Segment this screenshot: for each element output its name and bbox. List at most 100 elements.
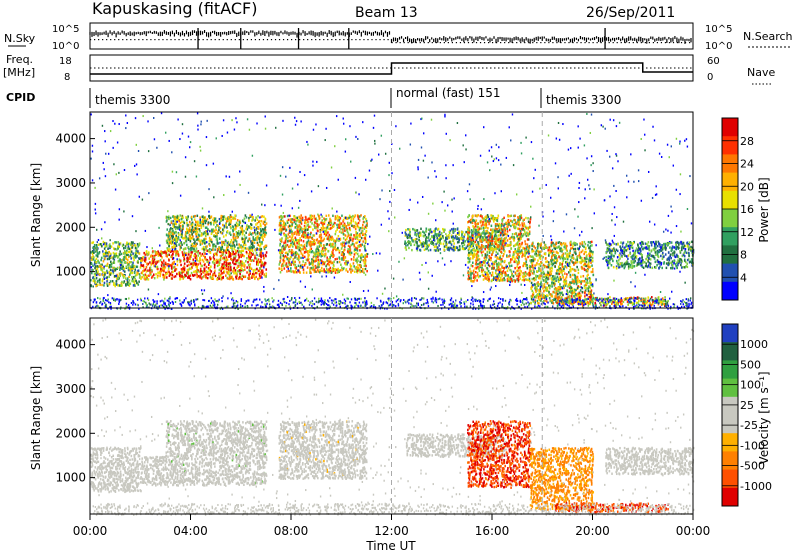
data-cell — [313, 242, 316, 246]
data-cell — [352, 262, 355, 265]
data-cell — [411, 239, 413, 242]
data-cell — [220, 269, 222, 273]
data-cell — [299, 250, 302, 253]
data-cell — [221, 263, 224, 266]
data-cell — [232, 216, 235, 220]
data-cell — [420, 241, 422, 245]
data-cell — [332, 223, 335, 226]
data-cell — [517, 217, 520, 220]
data-cell — [284, 254, 287, 258]
noise-search-mark — [664, 42, 667, 44]
data-cell — [283, 259, 286, 263]
data-cell — [257, 227, 260, 230]
noise-search-mark — [668, 42, 671, 44]
data-cell — [193, 245, 196, 248]
data-cell — [129, 253, 132, 256]
data-cell — [280, 267, 283, 271]
data-cell — [229, 275, 232, 279]
data-cell — [525, 246, 528, 249]
data-cell — [452, 227, 455, 231]
data-cell — [445, 236, 447, 240]
cpid-row: CPID themis 3300 normal (fast) 151 themi… — [6, 86, 621, 108]
data-cell — [487, 226, 489, 230]
data-cell — [349, 253, 352, 256]
data-cell — [475, 235, 478, 239]
data-cell — [172, 266, 175, 269]
data-cell — [135, 279, 137, 283]
data-cell — [409, 234, 411, 238]
data-cell — [497, 257, 500, 260]
data-cell — [213, 258, 216, 261]
data-cell — [161, 256, 163, 259]
cpid-segment-1: themis 3300 — [95, 93, 170, 107]
noise-search-mark — [315, 39, 317, 41]
data-cell — [126, 281, 129, 284]
data-cell — [218, 275, 220, 278]
data-cell — [240, 249, 243, 253]
data-cell — [440, 237, 442, 240]
data-cell — [230, 215, 232, 219]
data-cell — [438, 230, 441, 234]
data-cell — [340, 227, 342, 231]
data-cell — [170, 242, 173, 246]
data-cell — [322, 226, 325, 230]
data-cell — [349, 245, 351, 249]
data-cell — [100, 256, 103, 260]
data-cell — [512, 251, 515, 254]
data-cell — [354, 267, 357, 270]
data-cell — [194, 220, 197, 223]
data-cell — [128, 269, 130, 272]
noise-search-mark — [206, 39, 208, 41]
data-cell — [232, 250, 235, 254]
data-cell — [338, 221, 341, 224]
data-cell — [509, 268, 511, 272]
data-cell — [282, 259, 285, 262]
noise-search-mark — [391, 42, 393, 44]
data-cell — [518, 242, 521, 246]
data-cell — [212, 228, 215, 231]
data-cell — [191, 233, 194, 236]
data-cell — [465, 230, 467, 234]
data-cell — [194, 253, 196, 256]
data-cell — [526, 226, 529, 230]
data-cell — [231, 216, 234, 219]
data-cell — [328, 270, 330, 274]
data-cell — [91, 268, 93, 272]
data-cell — [325, 267, 328, 271]
data-cell — [131, 246, 134, 249]
data-cell — [232, 227, 235, 231]
data-cell — [526, 267, 529, 270]
data-cell — [307, 223, 310, 226]
data-cell — [419, 248, 421, 252]
data-cell — [93, 263, 96, 266]
data-cell — [328, 223, 330, 226]
data-cell — [485, 222, 488, 226]
data-cell — [434, 232, 437, 236]
data-cell — [140, 277, 142, 280]
data-cell — [430, 230, 432, 233]
data-cell — [119, 273, 121, 276]
data-cell — [485, 224, 488, 227]
data-cell — [250, 259, 253, 263]
noise-search-mark — [299, 39, 301, 41]
data-cell — [220, 265, 223, 269]
data-cell — [360, 254, 363, 257]
data-cell — [90, 271, 93, 275]
noise-search-mark — [620, 42, 622, 44]
data-cell — [180, 241, 183, 244]
data-cell — [303, 227, 305, 231]
data-cell — [232, 258, 235, 262]
data-cell — [310, 271, 312, 274]
data-cell — [91, 241, 93, 245]
data-cell — [353, 235, 356, 238]
data-cell — [353, 225, 355, 229]
data-cell — [179, 259, 182, 262]
data-cell — [293, 220, 296, 224]
data-cell — [240, 251, 243, 254]
data-cell — [290, 263, 292, 267]
data-cell — [200, 277, 203, 280]
data-cell — [484, 259, 487, 263]
data-cell — [245, 236, 248, 239]
data-cell — [135, 252, 138, 255]
data-cell — [510, 214, 513, 217]
